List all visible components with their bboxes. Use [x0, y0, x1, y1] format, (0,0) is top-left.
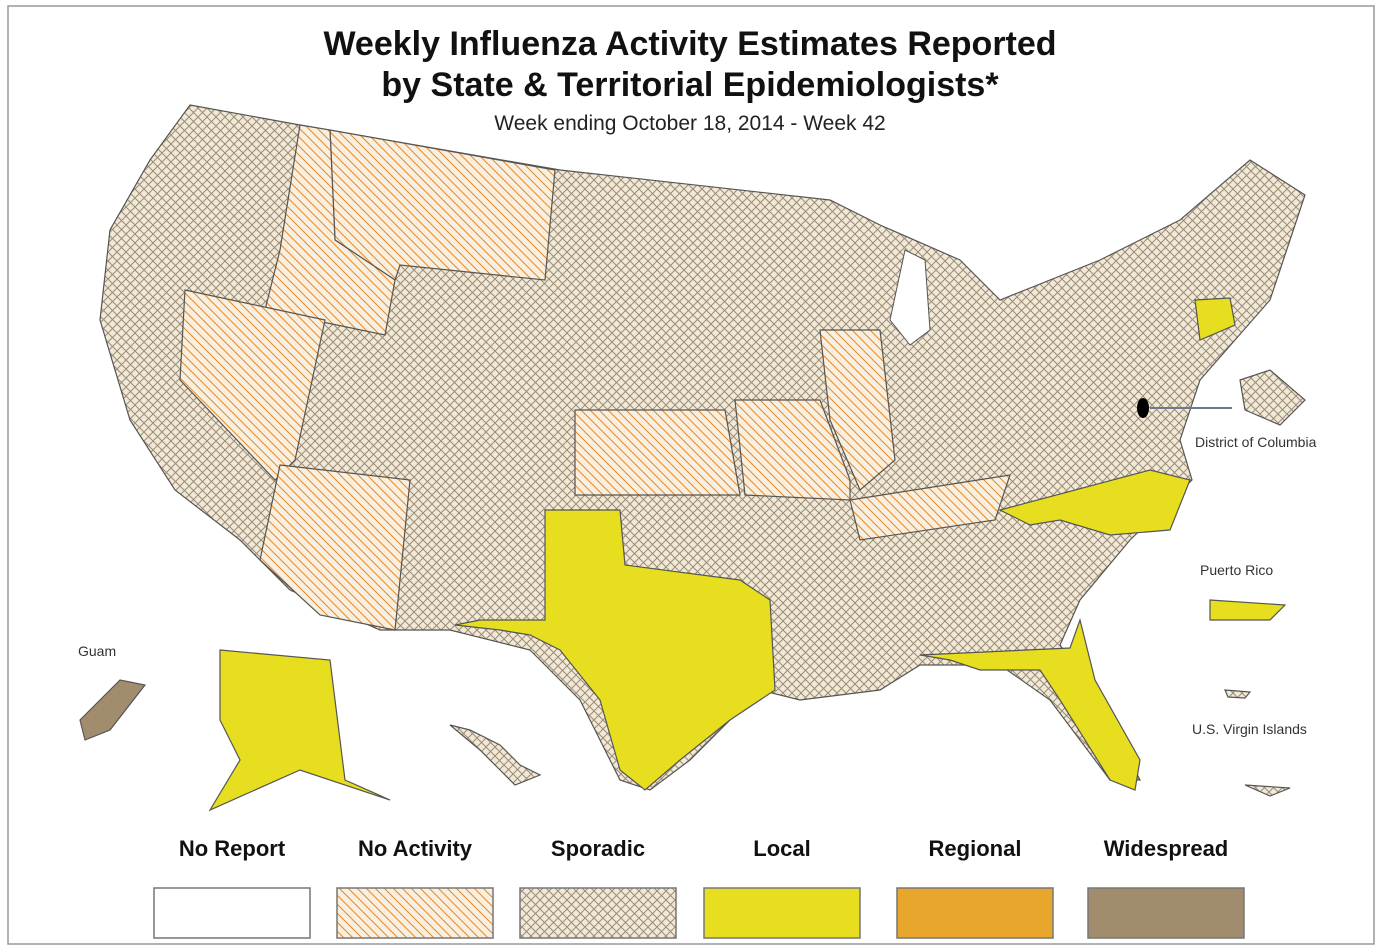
legend-swatch [1087, 887, 1245, 939]
label: District of Columbia [1195, 434, 1317, 450]
states [79, 104, 1306, 812]
tennessee [849, 474, 1011, 541]
missouri [734, 399, 851, 501]
puerto-rico [1209, 599, 1287, 621]
label: Guam [78, 643, 116, 659]
legend-swatch [703, 887, 861, 939]
legend-swatch [896, 887, 1054, 939]
texas [454, 509, 776, 791]
guam [79, 679, 147, 741]
alaska [208, 649, 391, 812]
hawaii [449, 724, 542, 786]
legend-label: Regional [929, 836, 1022, 861]
label: Puerto Rico [1200, 562, 1273, 578]
subtitle: Week ending October 18, 2014 - Week 42 [494, 112, 885, 135]
legend-swatch [153, 887, 311, 939]
legend-label: Local [753, 836, 810, 861]
label: U.S. Virgin Islands [1192, 721, 1307, 737]
legend-swatch [519, 887, 677, 939]
legend: No Report No Activity Sporadic Local Regiona… [153, 836, 1245, 939]
illinois [819, 329, 896, 491]
title: Weekly Influenza Activity Estimates Repo… [323, 25, 1056, 63]
idaho [264, 124, 396, 336]
legend-swatch [336, 887, 494, 939]
kansas [574, 409, 741, 496]
north-carolina [998, 469, 1191, 536]
legend-label: Widespread [1104, 836, 1229, 861]
connecticut [1194, 297, 1236, 341]
lake [889, 249, 931, 346]
title: by State & Territorial Epidemiologists* [381, 66, 999, 104]
dc-marker [1137, 398, 1149, 418]
florida [919, 617, 1141, 791]
arizona [259, 464, 411, 631]
virgin-islands [1224, 689, 1291, 797]
legend-label: No Report [179, 836, 286, 861]
dc-inset [1239, 369, 1306, 426]
legend-label: Sporadic [551, 836, 645, 861]
legend-label: No Activity [358, 836, 473, 861]
